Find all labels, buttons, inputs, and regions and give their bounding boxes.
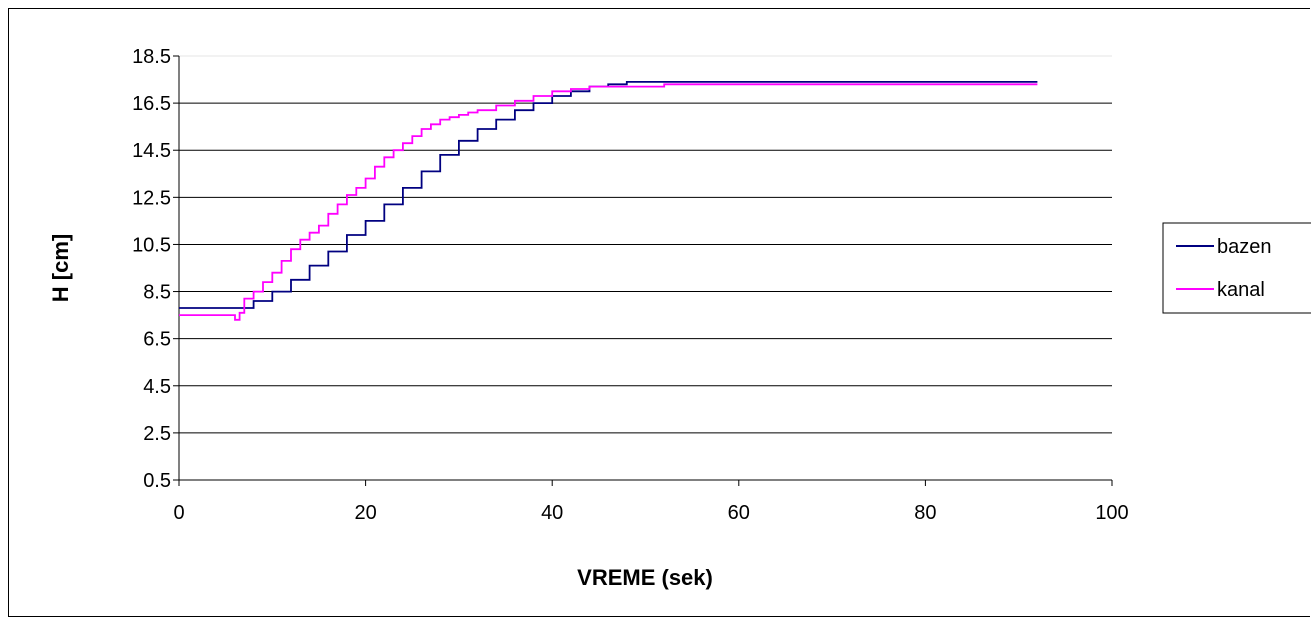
- axes: [178, 56, 1112, 481]
- legend-box: [1162, 222, 1312, 314]
- line-chart: 0.5 2.5 4.5 6.5 8.5 10.5 12.5 14.5 16.5 18.5 0 20 4…: [48, 46, 1312, 590]
- legend: bazen kanal: [1162, 222, 1312, 314]
- gridlines: [179, 55, 1112, 481]
- y-tick-label: 8.5: [143, 282, 171, 304]
- x-tick-label: 40: [541, 502, 563, 524]
- y-tick-label: 14.5: [132, 140, 171, 162]
- series-line-bazen: [179, 81, 1038, 309]
- x-tick-label: 80: [914, 502, 936, 524]
- chart-frame: 0.5 2.5 4.5 6.5 8.5 10.5 12.5 14.5 16.5 18.5 0 20 4…: [8, 8, 1312, 617]
- y-tick-label: 10.5: [132, 234, 171, 256]
- x-tick-label: 0: [173, 502, 184, 524]
- y-tick-label: 4.5: [143, 376, 171, 398]
- series-line-kanal: [179, 83, 1038, 321]
- y-tick-label: 12.5: [132, 187, 171, 209]
- y-axis-ticks: 0.5 2.5 4.5 6.5 8.5 10.5 12.5 14.5 16.5 18.5: [132, 46, 179, 492]
- x-axis-ticks: 0 20 40 60 80 100: [173, 480, 1129, 524]
- legend-label-kanal: kanal: [1217, 279, 1265, 301]
- y-tick-label: 0.5: [143, 470, 171, 492]
- y-tick-label: 18.5: [132, 46, 171, 68]
- y-tick-label: 16.5: [132, 93, 171, 115]
- x-tick-label: 100: [1095, 502, 1128, 524]
- x-tick-label: 60: [728, 502, 750, 524]
- x-tick-label: 20: [354, 502, 376, 524]
- y-tick-label: 2.5: [143, 423, 171, 445]
- y-tick-label: 6.5: [143, 329, 171, 351]
- legend-label-bazen: bazen: [1217, 236, 1272, 258]
- x-axis-title: VREME (sek): [577, 565, 713, 590]
- series-lines: [179, 81, 1038, 321]
- y-axis-title: H [cm]: [48, 234, 73, 302]
